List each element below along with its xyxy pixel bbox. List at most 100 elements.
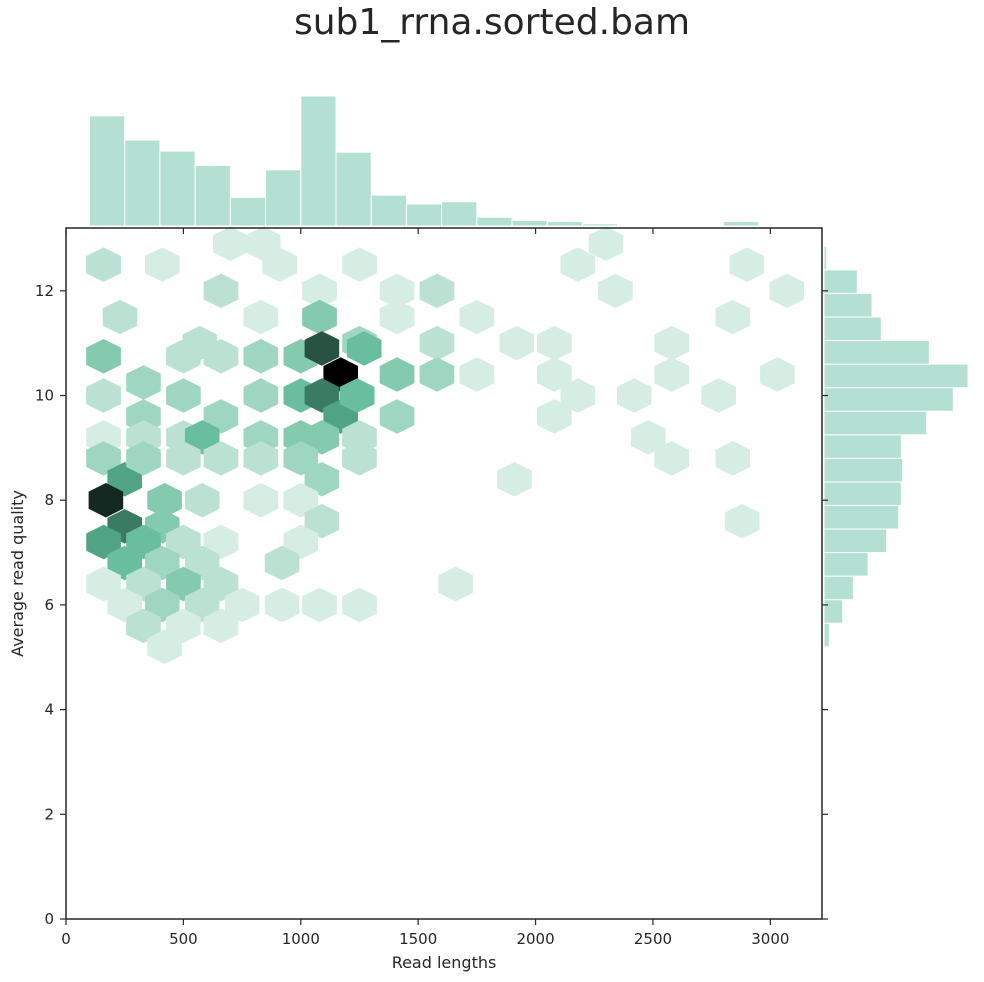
- y-marginal-histogram: [823, 245, 969, 648]
- y-tick-label: 2: [44, 805, 54, 823]
- hexbin-cell: [304, 331, 340, 366]
- y-tick-label: 0: [44, 910, 54, 928]
- hexbin-cell: [537, 357, 572, 392]
- hexbin-cell: [630, 420, 666, 455]
- hexbin-cell: [560, 247, 596, 282]
- hexbin-cell: [302, 273, 337, 309]
- hexbin-cell: [147, 483, 182, 518]
- y-tick-label: 10: [35, 387, 54, 405]
- hexbin-cell: [654, 357, 690, 392]
- hexbin-cell: [304, 378, 340, 413]
- hexbin-cell: [243, 483, 279, 518]
- x-marginal-bar: [722, 221, 760, 227]
- x-tick-label: 0: [61, 930, 71, 948]
- x-marginal-bar: [229, 196, 267, 227]
- hexbin-cell: [701, 378, 736, 413]
- y-marginal-bar: [823, 552, 869, 577]
- hexbin-cell: [213, 226, 248, 261]
- hexbin-cell: [497, 462, 532, 497]
- x-tick-label: 2500: [634, 930, 672, 948]
- hexbin-cell: [342, 587, 377, 623]
- hexbin-cell: [203, 339, 239, 374]
- plot-frame: [65, 227, 823, 920]
- x-tick-label: 1500: [399, 930, 437, 948]
- y-marginal-bar: [823, 245, 828, 271]
- hexbin-cell: [304, 462, 340, 497]
- y-axis-label: Average read quality: [8, 490, 27, 657]
- x-marginal-bar: [300, 95, 337, 227]
- hexbin-cell: [302, 299, 337, 335]
- x-marginal-bar: [370, 194, 407, 227]
- hexbin-cell: [184, 587, 220, 623]
- hexbin-cell: [537, 399, 572, 434]
- x-marginal-bar: [335, 151, 372, 227]
- y-marginal-bar: [823, 292, 873, 318]
- hexbin-cell: [588, 226, 624, 261]
- hexbin-cell: [729, 247, 765, 282]
- hexbin-cell: [419, 357, 455, 392]
- y-tick-label: 6: [44, 596, 54, 614]
- y-marginal-bar: [823, 599, 844, 624]
- x-marginal-bar: [441, 201, 478, 227]
- hexbin-cell: [537, 325, 572, 361]
- hexbin-cell: [184, 483, 220, 518]
- hexbin-cell: [419, 325, 455, 361]
- x-marginal-bar: [617, 224, 654, 227]
- y-marginal-bar: [823, 481, 902, 506]
- hexbin-cell: [459, 299, 495, 335]
- x-marginal-bar: [582, 223, 619, 227]
- hexbin-cell: [438, 566, 474, 602]
- hexbin-cell: [283, 441, 319, 476]
- y-marginal-bar: [823, 434, 902, 459]
- x-marginal-bar: [194, 164, 231, 227]
- hexbin-cell: [86, 247, 121, 282]
- y-marginal-bar: [823, 387, 954, 412]
- hexbin-cell: [126, 566, 161, 602]
- hexbin-cell: [304, 503, 340, 539]
- hexbin-cell: [243, 441, 279, 476]
- hexbin-cell: [379, 357, 415, 392]
- y-marginal-bar: [823, 340, 930, 365]
- hexbin-cell: [264, 587, 300, 623]
- x-marginal-bar: [88, 115, 126, 227]
- hexbin-cell: [166, 441, 201, 476]
- hexbin-cell: [166, 524, 201, 560]
- hexbin-cell: [243, 339, 279, 374]
- x-marginal-bar: [546, 221, 584, 227]
- hexbin-cell: [166, 339, 201, 374]
- hexbin-cell: [342, 247, 377, 282]
- y-marginal-bar: [823, 575, 854, 601]
- hexbin-cell: [126, 524, 161, 560]
- hexbin-cell: [379, 399, 415, 434]
- hexbin-cell: [203, 608, 239, 644]
- hexbin-cell: [224, 587, 260, 623]
- x-marginal-bar: [511, 219, 548, 227]
- y-marginal-bar: [823, 622, 830, 648]
- x-axis-label: Read lengths: [392, 953, 497, 972]
- y-marginal-bar: [823, 410, 928, 436]
- x-marginal-bar: [265, 169, 302, 227]
- x-tick-label: 1000: [282, 930, 320, 948]
- hexbin-cell: [346, 331, 382, 366]
- hexbin-cell: [245, 226, 281, 261]
- x-marginal-bar: [476, 216, 513, 227]
- hexbin-cell: [243, 378, 279, 413]
- hexbin-cell: [419, 273, 455, 309]
- hexbin-cell: [283, 483, 319, 518]
- hexbin-cell: [715, 299, 751, 335]
- hexbin-cell: [264, 545, 300, 581]
- hexbin-cell: [203, 566, 239, 602]
- hexbin-cell: [126, 441, 161, 476]
- y-marginal-bar: [823, 504, 900, 530]
- chart-title: sub1_rrna.sorted.bam: [293, 2, 691, 43]
- hexbin-cell: [203, 273, 239, 309]
- hexbin-cell: [769, 273, 805, 309]
- hexbin-cell: [107, 462, 142, 497]
- hexbin-cell: [459, 357, 495, 392]
- hexbin-cell: [86, 566, 121, 602]
- y-marginal-bar: [823, 316, 882, 342]
- hexbin-cell: [86, 524, 121, 560]
- hexbin-cell: [184, 420, 220, 455]
- hexbin-cell: [499, 325, 535, 361]
- hexbin-cell: [86, 441, 121, 476]
